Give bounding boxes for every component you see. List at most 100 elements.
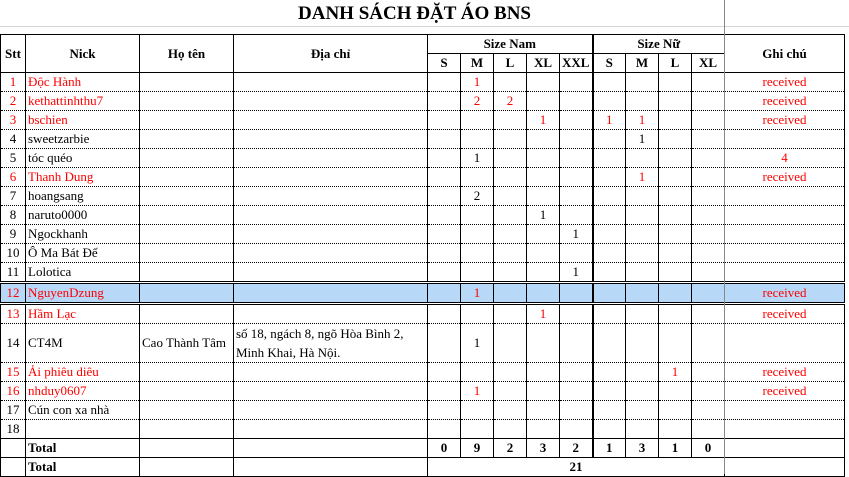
size-cell[interactable] <box>591 72 626 92</box>
size-cell[interactable] <box>658 148 692 168</box>
nick-cell[interactable]: Ngockhanh <box>25 224 140 244</box>
table-row[interactable]: 18 <box>0 419 845 439</box>
table-row[interactable]: 3 bschien 1 1 1 received <box>0 110 845 130</box>
size-cell[interactable] <box>427 186 461 206</box>
stt-cell[interactable]: 18 <box>0 419 26 439</box>
size-cell[interactable] <box>493 224 527 244</box>
size-cell[interactable] <box>591 362 626 382</box>
address-cell[interactable] <box>233 129 428 149</box>
size-cell[interactable] <box>559 129 593 149</box>
size-cell[interactable] <box>658 419 692 439</box>
size-cell[interactable] <box>493 400 527 420</box>
size-cell[interactable] <box>625 91 659 111</box>
size-cell[interactable] <box>526 400 560 420</box>
size-cell[interactable] <box>691 303 725 324</box>
size-cell[interactable] <box>591 167 626 187</box>
note-cell[interactable]: received <box>724 303 845 324</box>
size-cell[interactable] <box>559 110 593 130</box>
size-cell[interactable] <box>591 243 626 263</box>
stt-cell[interactable]: 9 <box>0 224 26 244</box>
nick-cell[interactable]: nhduy0607 <box>25 381 140 401</box>
name-cell[interactable] <box>139 281 234 305</box>
size-cell[interactable] <box>658 110 692 130</box>
size-cell[interactable] <box>591 148 626 168</box>
nick-cell[interactable]: Ải phiêu diêu <box>25 362 140 382</box>
note-cell[interactable]: received <box>724 167 845 187</box>
size-cell[interactable] <box>460 224 494 244</box>
size-cell[interactable] <box>493 148 527 168</box>
size-cell[interactable] <box>460 167 494 187</box>
nick-cell[interactable]: Hầm Lạc <box>25 303 140 324</box>
name-cell[interactable] <box>139 381 234 401</box>
size-cell[interactable] <box>658 281 692 305</box>
size-cell[interactable] <box>526 148 560 168</box>
nick-cell[interactable]: NguyenDzung <box>25 281 140 305</box>
stt-cell[interactable]: 11 <box>0 262 26 283</box>
size-cell[interactable]: 2 <box>460 186 494 206</box>
total-size-cell[interactable]: 3 <box>526 438 560 458</box>
name-cell[interactable] <box>139 186 234 206</box>
size-cell[interactable] <box>427 205 461 225</box>
size-cell[interactable] <box>658 91 692 111</box>
size-cell[interactable] <box>658 323 692 363</box>
size-cell[interactable] <box>559 281 593 305</box>
size-cell[interactable] <box>526 167 560 187</box>
size-cell[interactable] <box>427 303 461 324</box>
size-cell[interactable] <box>526 419 560 439</box>
table-row[interactable]: 14 CT4M Cao Thành Tâm số 18, ngách 8, ngõ H… <box>0 323 845 363</box>
nick-cell[interactable]: Thanh Dung <box>25 167 140 187</box>
size-cell[interactable]: 1 <box>526 110 560 130</box>
size-cell[interactable] <box>493 110 527 130</box>
note-cell[interactable] <box>724 323 845 363</box>
table-row[interactable]: 6 Thanh Dung 1 received <box>0 167 845 187</box>
table-row[interactable]: 8 naruto0000 1 <box>0 205 845 225</box>
size-cell[interactable] <box>625 205 659 225</box>
note-cell[interactable]: received <box>724 110 845 130</box>
size-cell[interactable] <box>691 262 725 283</box>
table-row[interactable]: 4 sweetzarbie 1 <box>0 129 845 149</box>
size-cell[interactable]: 2 <box>493 91 527 111</box>
size-cell[interactable] <box>591 323 626 363</box>
size-cell[interactable] <box>559 167 593 187</box>
size-cell[interactable] <box>625 400 659 420</box>
table-row[interactable]: 5 tóc quéo 1 4 <box>0 148 845 168</box>
size-cell[interactable] <box>658 303 692 324</box>
note-cell[interactable] <box>724 224 845 244</box>
size-cell[interactable] <box>625 243 659 263</box>
size-cell[interactable] <box>559 186 593 206</box>
grand-total-row[interactable]: Total 21 <box>0 457 845 477</box>
name-cell[interactable] <box>139 91 234 111</box>
size-cell[interactable] <box>691 110 725 130</box>
name-cell[interactable]: Cao Thành Tâm <box>139 323 234 363</box>
stt-cell[interactable]: 3 <box>0 110 26 130</box>
size-cell[interactable] <box>691 72 725 92</box>
name-cell[interactable] <box>139 205 234 225</box>
stt-cell[interactable]: 16 <box>0 381 26 401</box>
stt-cell[interactable]: 7 <box>0 186 26 206</box>
size-cell[interactable] <box>526 281 560 305</box>
note-cell[interactable] <box>724 400 845 420</box>
table-row[interactable]: 12 NguyenDzung 1 received <box>0 281 845 305</box>
size-cell[interactable] <box>559 243 593 263</box>
size-cell[interactable] <box>460 303 494 324</box>
size-cell[interactable] <box>493 186 527 206</box>
nick-cell[interactable]: Cún con xa nhà <box>25 400 140 420</box>
size-cell[interactable]: 1 <box>460 281 494 305</box>
size-cell[interactable] <box>493 281 527 305</box>
size-cell[interactable] <box>493 72 527 92</box>
size-cell[interactable] <box>591 205 626 225</box>
size-cell[interactable] <box>526 381 560 401</box>
size-cell[interactable] <box>591 224 626 244</box>
size-cell[interactable] <box>427 167 461 187</box>
size-cell[interactable] <box>658 72 692 92</box>
name-cell[interactable] <box>139 362 234 382</box>
size-cell[interactable] <box>427 362 461 382</box>
size-cell[interactable]: 1 <box>625 110 659 130</box>
size-cell[interactable] <box>559 400 593 420</box>
size-cell[interactable] <box>691 281 725 305</box>
note-cell[interactable]: received <box>724 72 845 92</box>
size-cell[interactable] <box>460 110 494 130</box>
size-cell[interactable] <box>493 419 527 439</box>
size-cell[interactable] <box>493 205 527 225</box>
nick-cell[interactable]: naruto0000 <box>25 205 140 225</box>
